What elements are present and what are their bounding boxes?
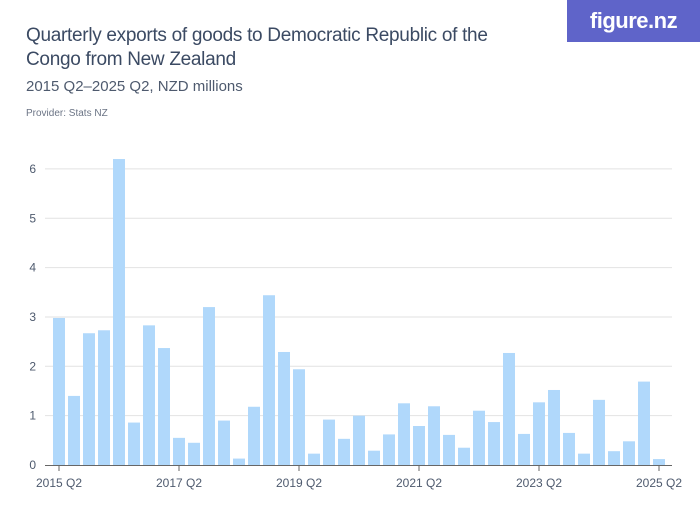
y-tick-label: 0 — [29, 458, 36, 472]
bar[interactable] — [53, 317, 65, 465]
bar[interactable] — [128, 422, 140, 465]
bar[interactable] — [593, 399, 605, 465]
bar[interactable] — [68, 395, 80, 465]
bar[interactable] — [428, 406, 440, 465]
x-tick-label: 2017 Q2 — [156, 476, 202, 490]
bar[interactable] — [323, 419, 335, 465]
bar[interactable] — [173, 437, 185, 465]
bar[interactable] — [278, 351, 290, 465]
bar[interactable] — [113, 159, 125, 465]
bar[interactable] — [248, 406, 260, 465]
bar[interactable] — [158, 348, 170, 465]
bar[interactable] — [518, 433, 530, 465]
x-tick-label: 2023 Q2 — [516, 476, 562, 490]
bar[interactable] — [143, 325, 155, 465]
bar[interactable] — [338, 438, 350, 465]
bar[interactable] — [623, 441, 635, 465]
bar[interactable] — [383, 434, 395, 465]
bar[interactable] — [368, 450, 380, 465]
x-tick-label: 2019 Q2 — [276, 476, 322, 490]
bar[interactable] — [653, 459, 665, 465]
bar[interactable] — [458, 447, 470, 465]
bar[interactable] — [263, 295, 275, 465]
y-tick-label: 2 — [29, 359, 36, 373]
bar[interactable] — [548, 389, 560, 465]
bar[interactable] — [533, 402, 545, 465]
bar[interactable] — [218, 420, 230, 465]
provider-label: Provider: Stats NZ — [26, 108, 108, 119]
bar[interactable] — [488, 422, 500, 465]
y-tick-label: 5 — [29, 211, 36, 225]
bar[interactable] — [203, 307, 215, 465]
bar[interactable] — [563, 432, 575, 465]
bar[interactable] — [83, 333, 95, 465]
bar[interactable] — [443, 434, 455, 465]
bar[interactable] — [398, 403, 410, 465]
y-tick-label: 6 — [29, 162, 36, 176]
y-tick-label: 3 — [29, 310, 36, 324]
bar[interactable] — [503, 352, 515, 465]
bar[interactable] — [413, 426, 425, 465]
bar[interactable] — [188, 442, 200, 465]
bar[interactable] — [638, 381, 650, 465]
bar[interactable] — [308, 453, 320, 465]
x-tick-label: 2021 Q2 — [396, 476, 442, 490]
bar[interactable] — [578, 453, 590, 465]
bar[interactable] — [98, 330, 110, 465]
x-tick-label: 2015 Q2 — [36, 476, 82, 490]
y-tick-label: 4 — [29, 261, 36, 275]
bar[interactable] — [293, 369, 305, 465]
bar[interactable] — [473, 410, 485, 465]
x-tick-label: 2025 Q2 — [636, 476, 682, 490]
bar[interactable] — [233, 458, 245, 465]
bar[interactable] — [353, 415, 365, 465]
y-tick-label: 1 — [29, 409, 36, 423]
bar[interactable] — [608, 451, 620, 465]
chart-title: Quarterly exports of goods to Democratic… — [26, 25, 488, 70]
chart-subtitle: 2015 Q2–2025 Q2, NZD millions — [26, 78, 243, 95]
figure-nz-logo[interactable]: figure.nz — [567, 0, 700, 42]
